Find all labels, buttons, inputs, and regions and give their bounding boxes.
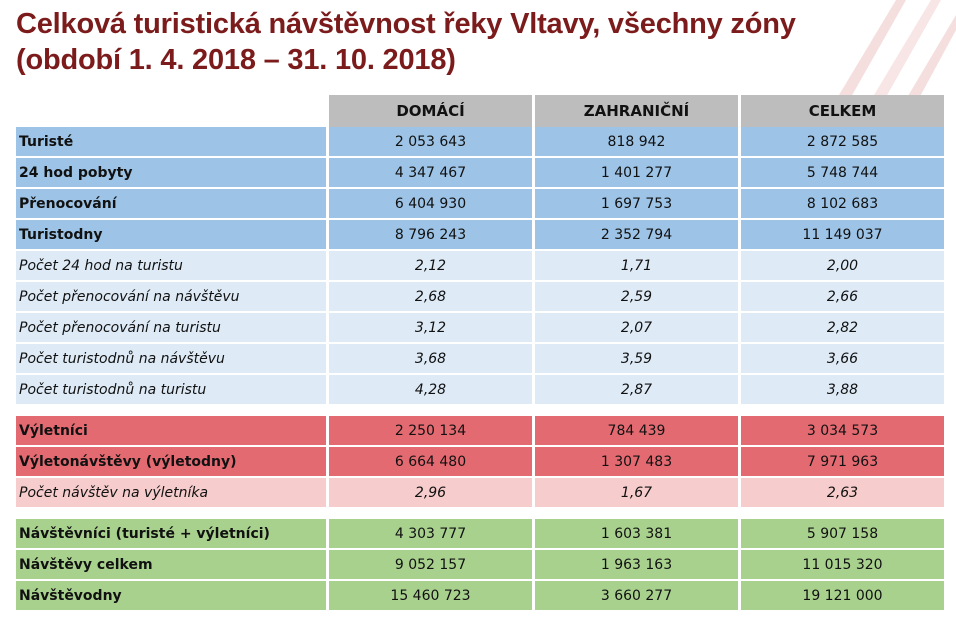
cell-foreign: 1 603 381 xyxy=(532,519,738,550)
row-label: Počet návštěv na výletníka xyxy=(16,478,326,509)
cell-total: 3,88 xyxy=(738,375,944,406)
table-row: Návštěvníci (turisté + výletníci) 4 303 7… xyxy=(16,519,944,550)
cell-domestic: 2 053 643 xyxy=(326,127,532,158)
section-gap-cell xyxy=(16,406,944,416)
row-label: Počet přenocování na turistu xyxy=(16,313,326,344)
header-corner xyxy=(16,95,326,127)
cell-total: 7 971 963 xyxy=(738,447,944,478)
section-gap-cell xyxy=(16,509,944,519)
table-row: Návštěvodny 15 460 723 3 660 277 19 121 000 xyxy=(16,581,944,612)
table-row: Turistodny 8 796 243 2 352 794 11 149 037 xyxy=(16,220,944,251)
cell-foreign: 2,59 xyxy=(532,282,738,313)
cell-foreign: 3,59 xyxy=(532,344,738,375)
table-row: Výletníci 2 250 134 784 439 3 034 573 xyxy=(16,416,944,447)
row-label: Počet přenocování na návštěvu xyxy=(16,282,326,313)
table-row: Výletonávštěvy (výletodny) 6 664 480 1 307… xyxy=(16,447,944,478)
table-row: Počet 24 hod na turistu 2,12 1,71 2,00 xyxy=(16,251,944,282)
cell-domestic: 4 347 467 xyxy=(326,158,532,189)
cell-foreign: 1 307 483 xyxy=(532,447,738,478)
table-row: Turisté 2 053 643 818 942 2 872 585 xyxy=(16,127,944,158)
cell-foreign: 2 352 794 xyxy=(532,220,738,251)
cell-foreign: 2,87 xyxy=(532,375,738,406)
header-total: CELKEM xyxy=(738,95,944,127)
cell-domestic: 6 664 480 xyxy=(326,447,532,478)
header-foreign: ZAHRANIČNÍ xyxy=(532,95,738,127)
cell-foreign: 784 439 xyxy=(532,416,738,447)
row-label: Počet 24 hod na turistu xyxy=(16,251,326,282)
cell-total: 3 034 573 xyxy=(738,416,944,447)
cell-foreign: 818 942 xyxy=(532,127,738,158)
header-row: DOMÁCÍ ZAHRANIČNÍ CELKEM xyxy=(16,95,944,127)
table-row: 24 hod pobyty 4 347 467 1 401 277 5 748 744 xyxy=(16,158,944,189)
cell-foreign: 1 697 753 xyxy=(532,189,738,220)
cell-domestic: 9 052 157 xyxy=(326,550,532,581)
row-label: 24 hod pobyty xyxy=(16,158,326,189)
cell-domestic: 15 460 723 xyxy=(326,581,532,612)
cell-domestic: 3,68 xyxy=(326,344,532,375)
row-label: Turistodny xyxy=(16,220,326,251)
cell-domestic: 2,68 xyxy=(326,282,532,313)
cell-domestic: 3,12 xyxy=(326,313,532,344)
cell-foreign: 3 660 277 xyxy=(532,581,738,612)
table-row: Návštěvy celkem 9 052 157 1 963 163 11 015 … xyxy=(16,550,944,581)
row-label: Počet turistodnů na návštěvu xyxy=(16,344,326,375)
cell-foreign: 1 401 277 xyxy=(532,158,738,189)
cell-total: 19 121 000 xyxy=(738,581,944,612)
cell-total: 11 149 037 xyxy=(738,220,944,251)
cell-domestic: 6 404 930 xyxy=(326,189,532,220)
cell-domestic: 4,28 xyxy=(326,375,532,406)
row-label: Počet turistodnů na turistu xyxy=(16,375,326,406)
cell-domestic: 2,96 xyxy=(326,478,532,509)
table-row: Počet turistodnů na turistu 4,28 2,87 3,88 xyxy=(16,375,944,406)
row-label: Návštěvodny xyxy=(16,581,326,612)
table-row: Přenocování 6 404 930 1 697 753 8 102 683 xyxy=(16,189,944,220)
cell-total: 5 748 744 xyxy=(738,158,944,189)
row-label: Návštěvy celkem xyxy=(16,550,326,581)
cell-foreign: 1 963 163 xyxy=(532,550,738,581)
section-gap xyxy=(16,509,944,519)
title-line-1: Celková turistická návštěvnost řeky Vlta… xyxy=(16,8,796,40)
cell-foreign: 1,71 xyxy=(532,251,738,282)
cell-total: 2,66 xyxy=(738,282,944,313)
cell-foreign: 2,07 xyxy=(532,313,738,344)
cell-total: 8 102 683 xyxy=(738,189,944,220)
cell-total: 2,63 xyxy=(738,478,944,509)
section-gap xyxy=(16,406,944,416)
header-domestic: DOMÁCÍ xyxy=(326,95,532,127)
row-label: Výletonávštěvy (výletodny) xyxy=(16,447,326,478)
table-row: Počet návštěv na výletníka 2,96 1,67 2,63 xyxy=(16,478,944,509)
table-row: Počet turistodnů na návštěvu 3,68 3,59 3,66 xyxy=(16,344,944,375)
cell-total: 2,00 xyxy=(738,251,944,282)
title-line-2: (období 1. 4. 2018 – 31. 10. 2018) xyxy=(16,44,456,76)
cell-domestic: 2 250 134 xyxy=(326,416,532,447)
cell-domestic: 2,12 xyxy=(326,251,532,282)
cell-total: 2 872 585 xyxy=(738,127,944,158)
cell-total: 5 907 158 xyxy=(738,519,944,550)
row-label: Návštěvníci (turisté + výletníci) xyxy=(16,519,326,550)
cell-domestic: 4 303 777 xyxy=(326,519,532,550)
cell-total: 2,82 xyxy=(738,313,944,344)
table-row: Počet přenocování na turistu 3,12 2,07 2,82 xyxy=(16,313,944,344)
cell-domestic: 8 796 243 xyxy=(326,220,532,251)
row-label: Výletníci xyxy=(16,416,326,447)
row-label: Přenocování xyxy=(16,189,326,220)
table-row: Počet přenocování na návštěvu 2,68 2,59 2,6… xyxy=(16,282,944,313)
cell-total: 3,66 xyxy=(738,344,944,375)
page-title: Celková turistická návštěvnost řeky Vlta… xyxy=(16,6,916,78)
cell-total: 11 015 320 xyxy=(738,550,944,581)
row-label: Turisté xyxy=(16,127,326,158)
visitor-table: DOMÁCÍ ZAHRANIČNÍ CELKEM Turisté 2 053 64… xyxy=(16,95,944,612)
cell-foreign: 1,67 xyxy=(532,478,738,509)
